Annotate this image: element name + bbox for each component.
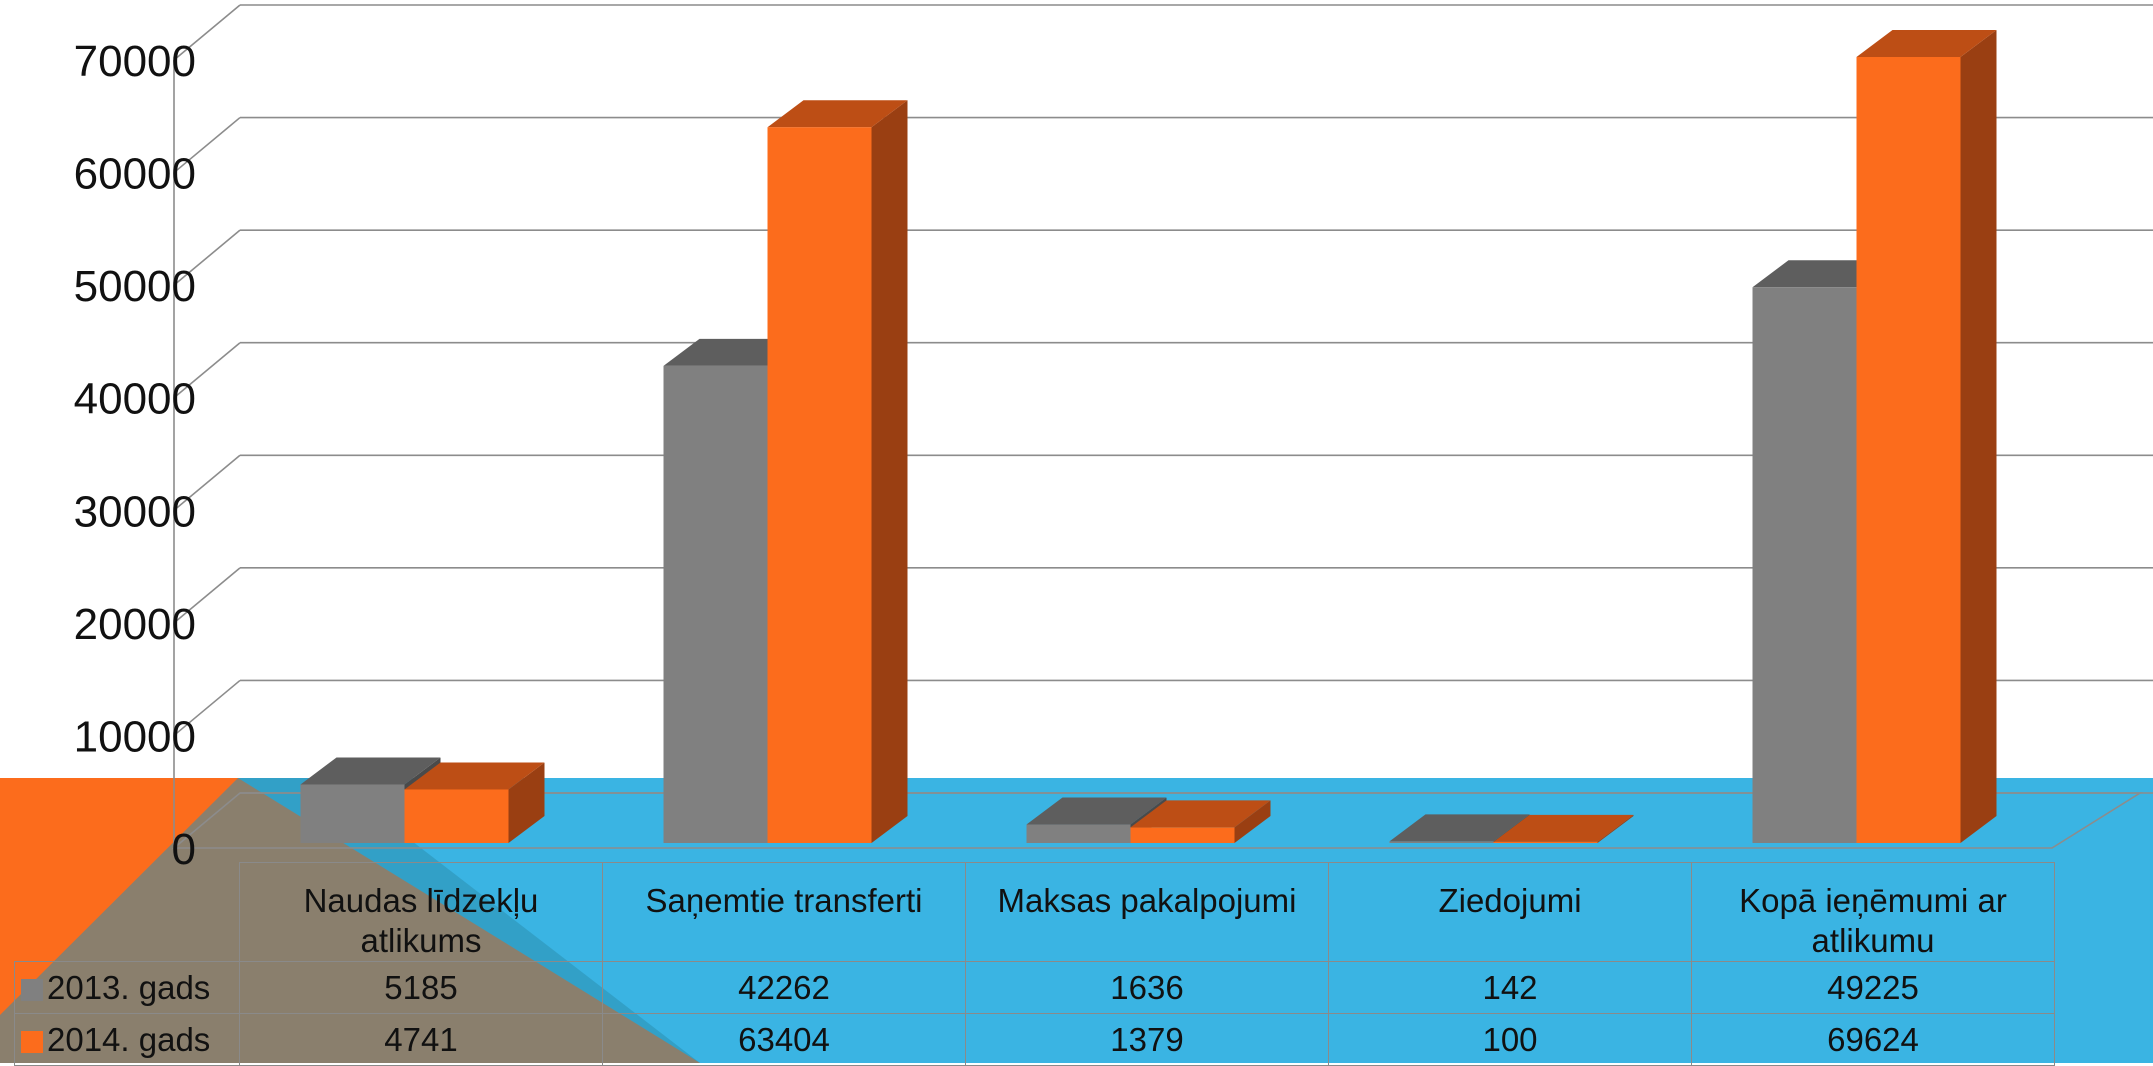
bar [404,789,509,843]
gridline-side [173,4,241,61]
gridline-side [173,116,241,174]
y-tick-label: 60000 [74,150,196,199]
bar-top [300,757,441,785]
category-label: Naudas līdzekļu atlikums [239,862,603,962]
bar-side [508,762,545,843]
bar-top [767,100,908,128]
legend-entry-2014: 2014. gads [14,1013,240,1066]
legend-swatch [21,1030,43,1053]
y-tick-label: 30000 [74,487,196,536]
bar [300,784,405,843]
bar [663,365,768,843]
y-tick-label: 10000 [74,712,196,761]
data-label: 100 [1328,1013,1692,1066]
category-label: Ziedojumi [1328,862,1692,962]
data-label: 4741 [239,1013,603,1066]
gridline-side [173,567,241,624]
bar-top [1026,797,1167,825]
data-label: 69624 [1691,1013,2055,1066]
bar [1130,827,1235,843]
bar [1493,841,1598,843]
bar [1752,287,1857,844]
legend-entry-2013: 2013. gads [14,961,240,1014]
chart-data-table: Naudas līdzekļu atlikums Saņemtie transf… [14,862,2055,1066]
y-tick-label: 70000 [74,37,196,86]
legend-label: 2013. gads [47,968,211,1006]
legend-label: 2014. gads [47,1020,211,1058]
chart-bars [300,30,1997,844]
data-label: 63404 [602,1013,966,1066]
bar-side [1597,814,1634,843]
category-label: Saņemtie transferti [602,862,966,962]
data-label: 1636 [965,961,1329,1014]
bar-top [1856,30,1997,57]
legend-swatch [21,978,43,1001]
table-row: 2014. gads 4741 63404 1379 100 69624 [14,1013,2055,1066]
data-label: 1379 [965,1013,1329,1066]
y-tick-label: 40000 [74,375,196,424]
y-tick-label: 50000 [74,262,196,311]
data-label: 42262 [602,961,966,1014]
bar-top [1493,814,1634,842]
category-label: Kopā ieņēmumi ar atlikumu [1691,862,2055,962]
bar [1389,841,1494,843]
bar [1026,824,1131,843]
gridline-side [173,229,241,286]
bar-side [1234,800,1271,843]
gridline-side [173,679,241,737]
gridline-side [173,342,241,399]
table-corner [14,862,240,962]
data-label: 142 [1328,961,1692,1014]
gridline-side [173,454,241,511]
chart-floor [171,792,2143,849]
bar-side [871,100,908,844]
bar-top [404,762,545,790]
table-row: 2013. gads 5185 42262 1636 142 49225 [14,961,2055,1014]
category-label: Maksas pakalpojumi [965,862,1329,962]
data-label: 5185 [239,961,603,1014]
table-header-row: Naudas līdzekļu atlikums Saņemtie transf… [14,862,2055,962]
bar [1856,57,1961,843]
bar-top [1389,814,1530,842]
bar-side [1960,30,1997,843]
bar [767,127,872,844]
y-tick-label: 20000 [74,600,196,649]
data-label: 49225 [1691,961,2055,1014]
bar-top [1130,800,1271,828]
